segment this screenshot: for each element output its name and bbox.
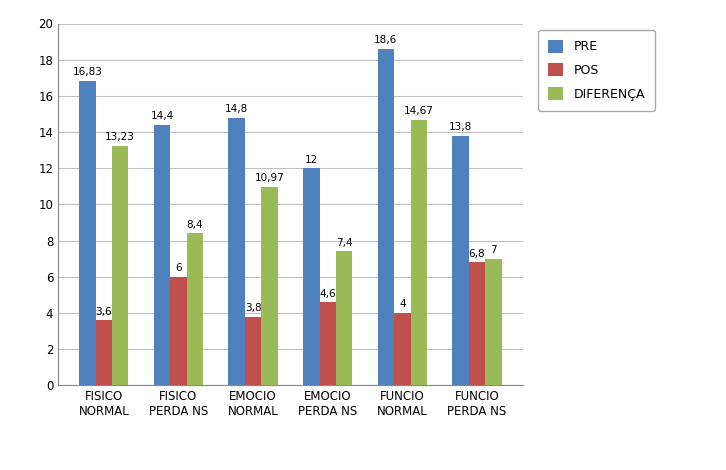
- Bar: [469, 262, 485, 385]
- Text: 6: 6: [175, 263, 182, 273]
- Text: 13,8: 13,8: [449, 122, 472, 132]
- Bar: [319, 302, 336, 385]
- Text: 14,8: 14,8: [225, 104, 248, 114]
- Bar: [171, 277, 187, 385]
- Bar: [485, 258, 502, 385]
- Bar: [452, 136, 469, 385]
- Text: 13,23: 13,23: [105, 133, 135, 142]
- Bar: [96, 320, 112, 385]
- Text: 16,83: 16,83: [73, 67, 102, 77]
- Bar: [245, 317, 261, 385]
- Bar: [187, 234, 203, 385]
- Legend: PRE, POS, DIFERENÇA: PRE, POS, DIFERENÇA: [538, 30, 655, 110]
- Text: 8,4: 8,4: [187, 220, 203, 230]
- Text: 7: 7: [490, 245, 497, 255]
- Bar: [410, 120, 427, 385]
- Text: 4: 4: [399, 299, 406, 309]
- Bar: [154, 125, 171, 385]
- Bar: [229, 118, 245, 385]
- Text: 14,67: 14,67: [404, 106, 433, 117]
- Text: 3,6: 3,6: [96, 306, 112, 317]
- Text: 10,97: 10,97: [255, 173, 285, 183]
- Text: 18,6: 18,6: [375, 35, 398, 45]
- Bar: [378, 49, 394, 385]
- Bar: [112, 146, 129, 385]
- Text: 7,4: 7,4: [336, 238, 352, 248]
- Text: 4,6: 4,6: [319, 289, 336, 298]
- Text: 6,8: 6,8: [469, 249, 485, 259]
- Bar: [79, 81, 96, 385]
- Text: 12: 12: [305, 155, 318, 164]
- Bar: [261, 187, 278, 385]
- Bar: [336, 251, 352, 385]
- Bar: [394, 313, 410, 385]
- Text: 3,8: 3,8: [245, 303, 261, 313]
- Bar: [303, 168, 319, 385]
- Text: 14,4: 14,4: [150, 111, 174, 121]
